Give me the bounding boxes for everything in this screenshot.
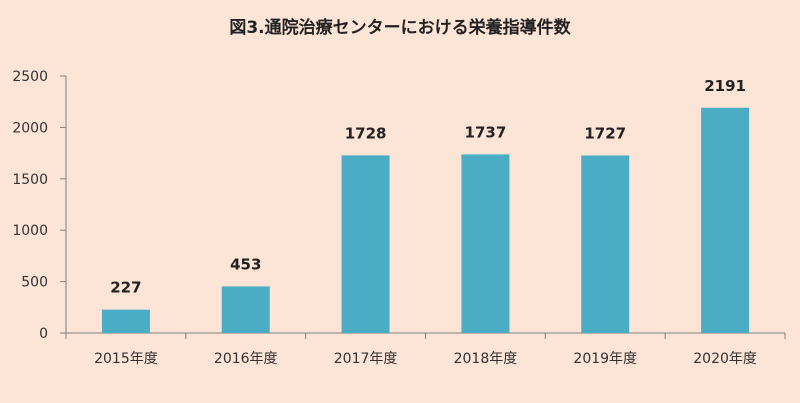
- data-label: 1728: [345, 124, 387, 142]
- bar: [101, 309, 150, 333]
- x-tick-label: 2018年度: [454, 351, 518, 367]
- x-axis: 2015年度 2016年度 2017年度 2018年度 2019年度 2020年度: [65, 332, 786, 367]
- data-label: 227: [110, 279, 141, 297]
- bars: [101, 107, 750, 333]
- data-label: 453: [230, 255, 261, 273]
- bar: [221, 286, 270, 333]
- x-tick-label: 2019年度: [573, 351, 637, 367]
- y-axis: 0 500 1000 1500 2000 2500: [12, 69, 67, 342]
- y-tick-label: 1000: [12, 223, 48, 239]
- y-tick-label: 500: [21, 275, 48, 291]
- x-tick-label: 2020年度: [693, 351, 757, 367]
- y-tick-label: 1500: [12, 172, 48, 188]
- x-tick-label: 2015年度: [94, 351, 158, 367]
- bar: [461, 154, 510, 333]
- chart-title: 図3.通院治療センターにおける栄養指導件数: [229, 17, 571, 38]
- bar: [701, 107, 750, 333]
- x-tick-label: 2017年度: [334, 351, 398, 367]
- y-tick-label: 0: [39, 326, 48, 342]
- data-label: 2191: [704, 77, 746, 95]
- x-tick-label: 2016年度: [214, 351, 278, 367]
- y-tick-label: 2000: [12, 120, 48, 136]
- bar: [581, 155, 630, 333]
- bar: [341, 155, 390, 333]
- data-labels: 227 453 1728 1737 1727 2191: [110, 77, 746, 297]
- y-tick-label: 2500: [12, 69, 48, 85]
- data-label: 1727: [584, 124, 626, 142]
- data-label: 1737: [465, 123, 507, 141]
